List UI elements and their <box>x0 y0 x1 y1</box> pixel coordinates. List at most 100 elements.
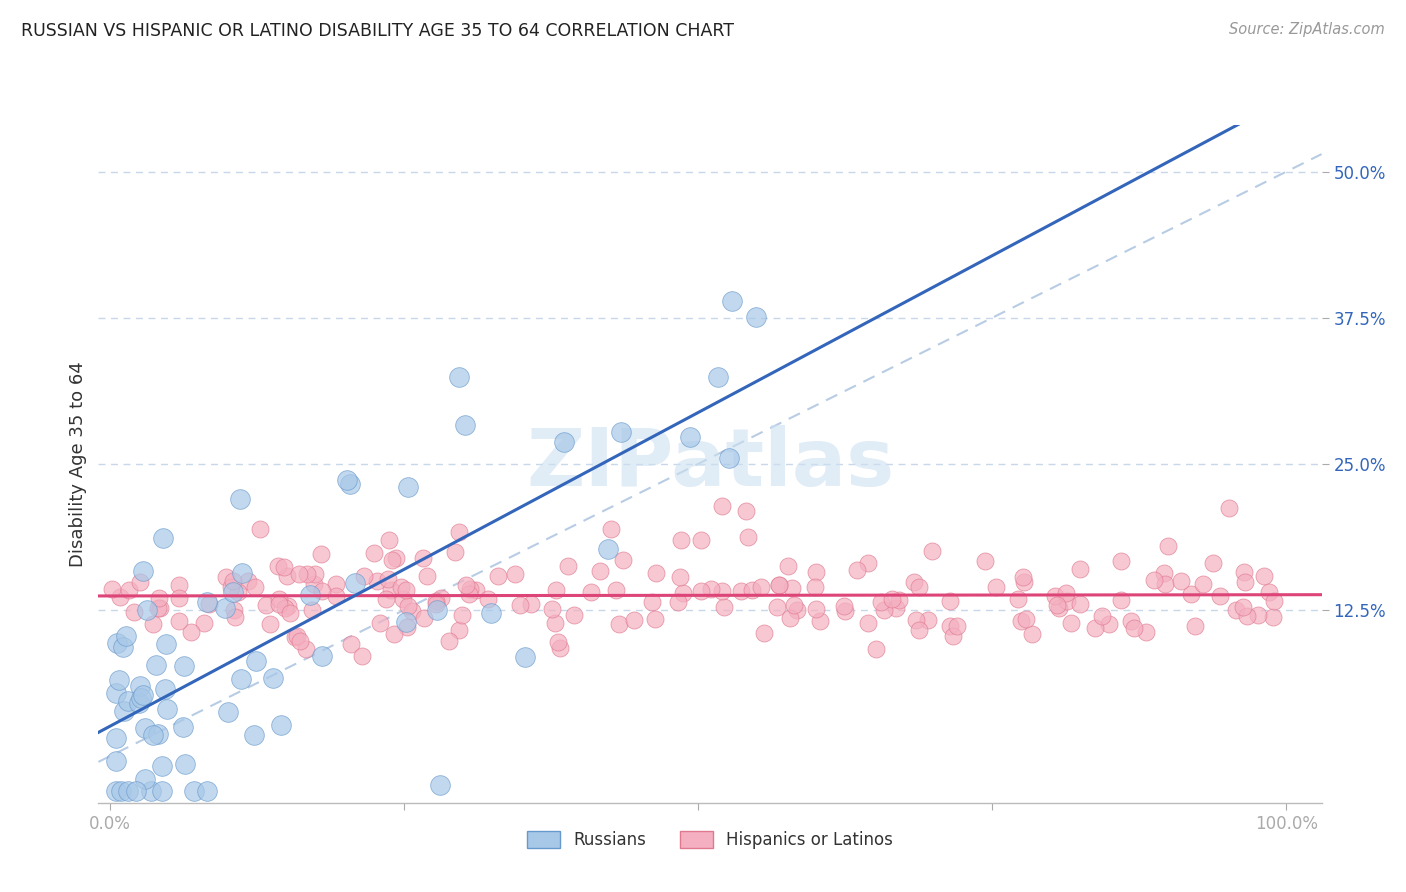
Point <box>228 491 250 506</box>
Point <box>737 530 759 544</box>
Point <box>222 602 245 616</box>
Point <box>245 654 267 668</box>
Point <box>641 594 664 608</box>
Point <box>645 566 668 581</box>
Point <box>1049 600 1071 615</box>
Point <box>112 704 135 718</box>
Point <box>690 583 713 598</box>
Point <box>416 568 439 582</box>
Point <box>1234 575 1257 590</box>
Point <box>172 720 194 734</box>
Point <box>1007 592 1029 607</box>
Point <box>267 592 290 607</box>
Point <box>768 578 790 592</box>
Point <box>224 609 246 624</box>
Point <box>167 591 190 605</box>
Point <box>908 623 931 637</box>
Point <box>605 583 627 598</box>
Point <box>939 594 962 608</box>
Point <box>425 597 447 611</box>
Point <box>1084 621 1107 635</box>
Point <box>1045 598 1067 612</box>
Text: Source: ZipAtlas.com: Source: ZipAtlas.com <box>1229 22 1385 37</box>
Point <box>562 607 585 622</box>
Point <box>548 641 571 656</box>
Point <box>607 617 630 632</box>
Point <box>105 636 128 650</box>
Point <box>804 580 827 594</box>
Point <box>1091 608 1114 623</box>
Text: ZIPatlas: ZIPatlas <box>526 425 894 503</box>
Point <box>869 595 891 609</box>
Point <box>197 594 219 608</box>
Point <box>1012 574 1035 589</box>
Point <box>1225 603 1247 617</box>
Point <box>908 580 931 594</box>
Point <box>903 574 925 589</box>
Point <box>142 728 165 742</box>
Point <box>946 618 969 632</box>
Point <box>173 659 195 673</box>
Point <box>249 522 271 536</box>
Point <box>117 582 139 597</box>
Point <box>150 784 173 798</box>
Point <box>243 580 266 594</box>
Point <box>623 613 645 627</box>
Point <box>884 601 907 615</box>
Point <box>1012 570 1035 584</box>
Point <box>193 616 215 631</box>
Point <box>222 574 245 588</box>
Point <box>273 559 295 574</box>
Point <box>301 603 323 617</box>
Point <box>101 582 124 596</box>
Point <box>396 480 419 494</box>
Point <box>214 601 236 615</box>
Point <box>974 554 997 568</box>
Point <box>1153 576 1175 591</box>
Point <box>450 607 472 622</box>
Point <box>1246 607 1268 622</box>
Point <box>107 673 129 687</box>
Point <box>917 613 939 627</box>
Point <box>277 599 299 613</box>
Point <box>229 672 252 686</box>
Point <box>557 559 579 574</box>
Point <box>169 577 191 591</box>
Point <box>437 634 460 648</box>
Point <box>713 599 735 614</box>
Point <box>447 524 470 539</box>
Point <box>1153 566 1175 580</box>
Point <box>112 640 135 655</box>
Point <box>380 582 402 597</box>
Point <box>385 550 408 565</box>
Point <box>304 567 326 582</box>
Point <box>299 588 322 602</box>
Point <box>443 545 465 559</box>
Point <box>808 614 831 628</box>
Point <box>540 601 562 615</box>
Point <box>136 603 159 617</box>
Point <box>391 592 413 607</box>
Point <box>1170 574 1192 588</box>
Point <box>856 556 879 570</box>
Point <box>134 772 156 787</box>
Point <box>132 688 155 702</box>
Point <box>707 369 730 384</box>
Point <box>309 547 332 561</box>
Point <box>783 598 806 612</box>
Point <box>114 629 136 643</box>
Point <box>846 563 869 577</box>
Point <box>270 718 292 732</box>
Point <box>395 615 418 629</box>
Point <box>1069 597 1091 611</box>
Point <box>1010 614 1032 628</box>
Point <box>343 576 366 591</box>
Point <box>311 649 333 664</box>
Point <box>274 601 297 615</box>
Point <box>117 784 139 798</box>
Point <box>768 577 790 591</box>
Point <box>458 582 481 596</box>
Point <box>141 784 163 798</box>
Point <box>226 584 249 599</box>
Point <box>503 566 526 581</box>
